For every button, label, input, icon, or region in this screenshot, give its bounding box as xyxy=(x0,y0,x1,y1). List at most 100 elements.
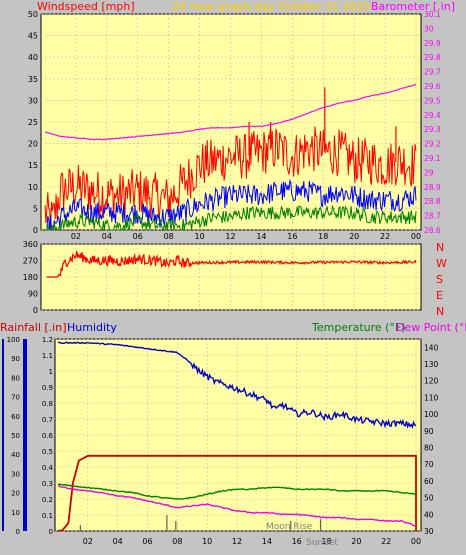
wind-x-tick-label: 08 xyxy=(164,232,174,241)
climate-panel: 0 0.1 0.2 0.3 0.4 0.5 0.6 0.7 0.8 0.9 1 1.1 1.2 0 10 20… xyxy=(0,321,466,548)
temperature-y-tick-label: 120 xyxy=(424,377,439,386)
temperature-y-tick-label: 40 xyxy=(424,510,434,519)
barometer-y-tick-label: 29.8 xyxy=(424,53,441,62)
wind-x-tick-label: 12 xyxy=(225,232,235,241)
wind-x-tick-label: 22 xyxy=(380,232,390,241)
wind-panel: 0 5 10 15 20 25 30 35 40 45 50 28.6 28.7 28.8 28.9 29 29… xyxy=(28,0,455,241)
wind-x-tick-label: 10 xyxy=(194,232,204,241)
direction-y-tick-label: 270 xyxy=(23,257,38,266)
wind-x-tick-label: 14 xyxy=(256,232,266,241)
humidity-y-tick-label: 80 xyxy=(11,374,20,382)
wind-x-tick-label: 06 xyxy=(133,232,143,241)
temperature-y-tick-label: 30 xyxy=(424,527,434,536)
humidity-y-tick-label: 100 xyxy=(7,336,20,344)
barometer-y-tick-label: 30 xyxy=(424,24,434,33)
series-wind-average xyxy=(45,178,417,231)
rain-y-tick-label: 0.2 xyxy=(42,496,53,504)
rain-y-tick-label: 0.3 xyxy=(42,480,53,488)
series-wind-minimum xyxy=(45,204,417,232)
moon-rise-annotation: Moon Rise xyxy=(266,522,313,532)
barometer-y-tick-label: 29.9 xyxy=(424,39,441,48)
temperature-y-tick-label: 140 xyxy=(424,343,439,352)
temperature-y-tick-label: 50 xyxy=(424,494,434,503)
barometer-y-tick-label: 28.6 xyxy=(424,226,441,235)
direction-y-tick-label: 0 xyxy=(33,306,38,315)
climate-x-tick-label: 06 xyxy=(142,537,152,546)
humidity-axis-edge xyxy=(2,339,4,531)
barometer-y-tick-label: 29.4 xyxy=(424,111,441,120)
wind-y-tick-label: 20 xyxy=(28,140,38,149)
humidity-y-tick-label: 40 xyxy=(11,451,20,459)
humidity-axis-bar xyxy=(23,339,27,531)
wind-y-tick-label: 0 xyxy=(33,226,38,235)
humidity-axis-label: Humidity xyxy=(67,321,117,334)
direction-y-tick-label: 180 xyxy=(23,273,38,282)
climate-x-tick-label: 16 xyxy=(292,537,302,546)
climate-x-tick-label: 12 xyxy=(232,537,242,546)
temperature-y-tick-label: 80 xyxy=(424,444,434,453)
direction-y-tick-label: 90 xyxy=(28,290,38,299)
series-dew-point xyxy=(57,485,416,527)
wind-x-tick-label: 00 xyxy=(411,232,421,241)
humidity-y-tick-label: 70 xyxy=(11,394,20,402)
wind-x-tick-label: 16 xyxy=(287,232,297,241)
wind-y-tick-label: 40 xyxy=(28,53,38,62)
humidity-y-tick-label: 50 xyxy=(11,432,20,440)
compass-label: E xyxy=(436,289,443,302)
temperature-y-tick-label: 100 xyxy=(424,410,439,419)
barometer-y-tick-label: 28.9 xyxy=(424,183,441,192)
wind-y-tick-label: 15 xyxy=(28,161,38,170)
rain-y-tick-label: 0.8 xyxy=(42,400,53,408)
barometer-y-tick-label: 28.7 xyxy=(424,212,441,221)
wind-y-tick-label: 30 xyxy=(28,96,38,105)
compass-label: W xyxy=(436,257,447,270)
wind-x-tick-label: 02 xyxy=(71,232,81,241)
barometer-y-tick-label: 29 xyxy=(424,168,434,177)
rain-y-tick-label: 0.6 xyxy=(42,432,54,440)
dewpoint-axis-label: Dew Point (°F) xyxy=(396,321,466,334)
series-humidity xyxy=(57,341,417,429)
barometer-y-tick-label: 29.6 xyxy=(424,82,441,91)
climate-x-tick-label: 10 xyxy=(202,537,212,546)
sunset-annotation: SunSet xyxy=(306,538,338,548)
climate-plot-area xyxy=(54,338,422,532)
wind-y-tick-label: 5 xyxy=(33,204,38,213)
temperature-axis-label: Temperature (°F) xyxy=(311,321,406,334)
temperature-y-tick-label: 130 xyxy=(424,360,439,369)
barometer-y-tick-label: 29.2 xyxy=(424,140,441,149)
rain-y-tick-label: 0.1 xyxy=(42,512,53,520)
graph-title: 24 hour graph day October 31 2025 xyxy=(172,0,371,13)
rain-y-tick-label: 0.4 xyxy=(42,464,54,472)
direction-y-tick-label: 360 xyxy=(23,240,38,249)
climate-x-tick-label: 08 xyxy=(172,537,182,546)
humidity-y-tick-label: 90 xyxy=(11,355,20,363)
series-temperature xyxy=(57,483,417,500)
wind-y-tick-label: 45 xyxy=(28,32,38,41)
series-wind-direction xyxy=(46,250,417,278)
barometer-y-tick-label: 28.8 xyxy=(424,197,441,206)
climate-x-tick-label: 04 xyxy=(113,537,123,546)
climate-x-tick-label: 18 xyxy=(321,537,331,546)
series-wind-gust xyxy=(44,126,417,231)
humidity-y-tick-label: 20 xyxy=(11,490,20,498)
wind-y-tick-label: 35 xyxy=(28,75,38,84)
climate-x-tick-label: 14 xyxy=(262,537,272,546)
rain-y-tick-label: 1.2 xyxy=(42,336,53,344)
windspeed-axis-label: Windspeed [mph] xyxy=(37,0,135,13)
wind-y-tick-label: 50 xyxy=(28,10,38,19)
temperature-y-tick-label: 70 xyxy=(424,460,434,469)
humidity-y-tick-label: 30 xyxy=(11,470,20,478)
rain-y-tick-label: 0.9 xyxy=(42,384,53,392)
climate-x-tick-label: 22 xyxy=(381,537,391,546)
series-rainfall xyxy=(57,454,417,532)
wind-x-tick-label: 18 xyxy=(318,232,328,241)
wind-x-tick-label: 20 xyxy=(349,232,359,241)
temperature-y-tick-label: 90 xyxy=(424,427,434,436)
wind-y-tick-label: 10 xyxy=(28,183,38,192)
rainfall-axis-label: Rainfall [.in] xyxy=(0,321,67,334)
wind-x-tick-label: 04 xyxy=(102,232,112,241)
rain-y-tick-label: 0.7 xyxy=(42,416,53,424)
barometer-axis-label: Barometer [.in] xyxy=(371,0,455,13)
